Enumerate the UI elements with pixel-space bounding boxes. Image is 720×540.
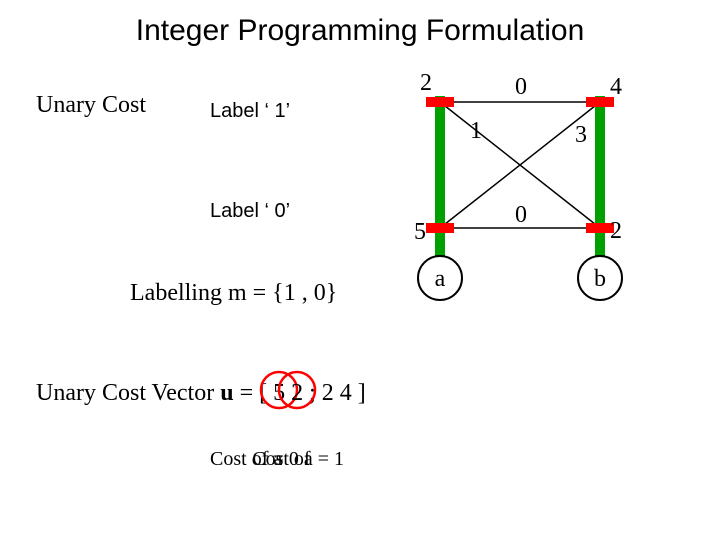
node-a-label: a (435, 266, 446, 292)
vec-v3: 2 (322, 380, 334, 406)
unary-cost-vector: Unary Cost Vector u = [ 5 2 ; 2 4 ] (36, 380, 366, 407)
val-top-left: 2 (420, 70, 432, 96)
val-top-mid: 0 (515, 74, 527, 100)
vec-u: u (220, 380, 233, 406)
cross-right: 3 (575, 122, 587, 148)
red-bar-bot-left (426, 223, 454, 233)
cross-left: 1 (470, 118, 482, 144)
val-bot-mid: 0 (515, 202, 527, 228)
circle-v2 (277, 370, 317, 410)
label-0: Label ‘ 0’ (210, 200, 290, 223)
val-bot-left: 5 (414, 219, 426, 245)
page-title: Integer Programming Formulation (0, 14, 720, 48)
vec-v4: 4 (340, 380, 352, 406)
cost-text-overlap: Cost of aCost of= 0 a = 1 (210, 448, 412, 471)
vec-prefix: Unary Cost Vector (36, 380, 220, 406)
ct-1: Cost (210, 448, 252, 470)
ct-4: = 0 (273, 448, 299, 470)
labelling-text: Labelling m = {1 , 0} (130, 280, 337, 307)
unary-cost-label: Unary Cost (36, 92, 146, 119)
graph-diagram: 2 0 4 1 3 5 0 2 a b (400, 80, 660, 310)
ct-5: a = 1 (299, 448, 344, 470)
val-top-right: 4 (610, 74, 622, 100)
node-b-label: b (594, 266, 606, 292)
vec-close: ] (358, 380, 366, 406)
red-bar-top-left (426, 97, 454, 107)
val-bot-right: 2 (610, 218, 622, 244)
label-1: Label ‘ 1’ (210, 100, 290, 123)
